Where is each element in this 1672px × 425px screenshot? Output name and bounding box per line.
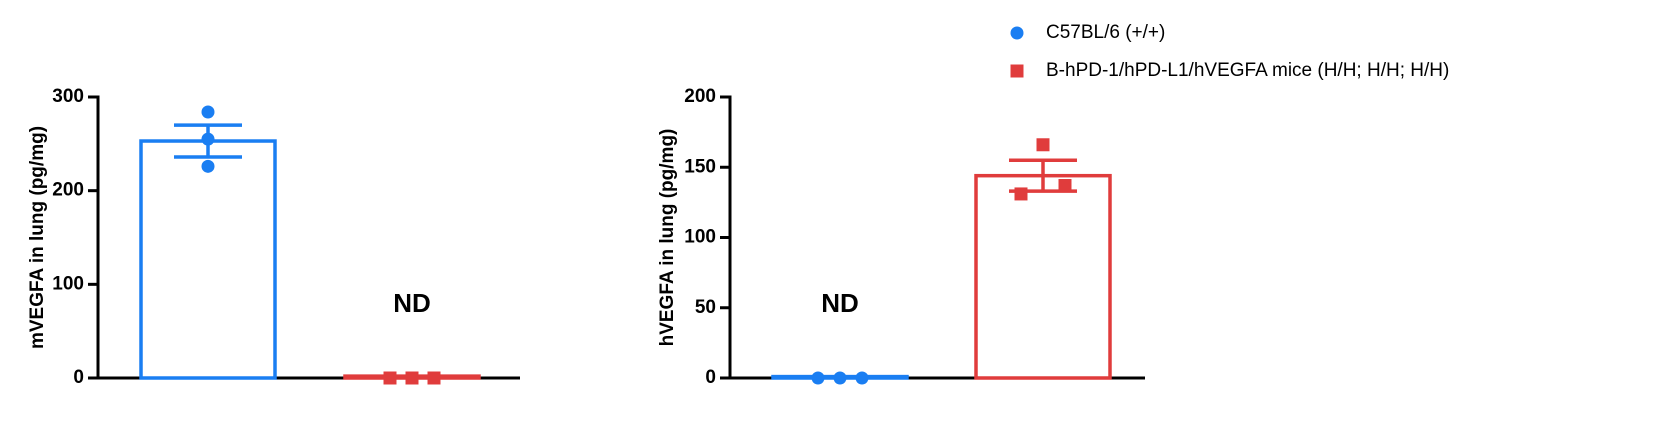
data-point [201, 159, 215, 173]
y-axis-label: mVEGFA in lung (pg/mg) [27, 126, 48, 349]
data-point [833, 371, 847, 385]
y-axis-label: hVEGFA in lung (pg/mg) [657, 129, 678, 347]
y-tick-label: 0 [705, 367, 716, 388]
y-tick-label: 0 [73, 367, 84, 388]
y-tick-label: 100 [52, 273, 84, 294]
data-point [427, 371, 441, 385]
data-point [855, 371, 869, 385]
data-point [383, 371, 397, 385]
data-point [1014, 187, 1028, 201]
data-point [1036, 138, 1050, 152]
data-point [201, 105, 215, 119]
data-point [1058, 179, 1072, 193]
y-tick-label: 200 [52, 180, 84, 201]
y-tick-label: 300 [52, 86, 84, 107]
data-point [405, 371, 419, 385]
bar [139, 139, 277, 380]
legend-label: C57BL/6 (+/+) [1046, 22, 1165, 43]
y-tick-label: 100 [684, 227, 716, 248]
legend-marker [1010, 64, 1024, 78]
annotation: ND [393, 288, 431, 318]
legend-marker [1010, 26, 1024, 40]
data-point [811, 371, 825, 385]
annotation: ND [821, 288, 859, 318]
bar [974, 173, 1112, 380]
y-tick-label: 50 [695, 297, 716, 318]
legend-label: B-hPD-1/hPD-L1/hVEGFA mice (H/H; H/H; H/… [1046, 60, 1449, 81]
data-point [201, 132, 215, 146]
y-tick-label: 150 [684, 156, 716, 177]
y-tick-label: 200 [684, 86, 716, 107]
